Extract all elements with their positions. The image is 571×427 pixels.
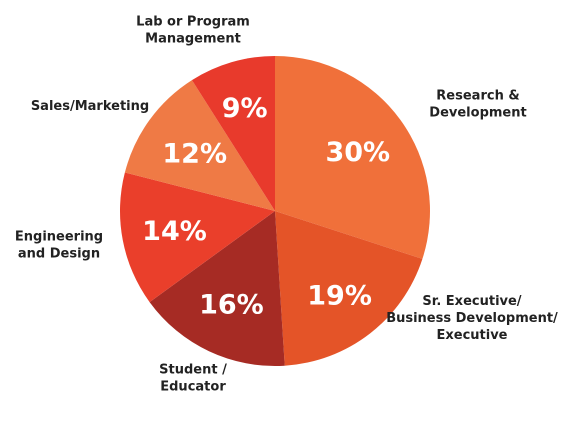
slice-category-label-line: Management — [145, 32, 241, 47]
pie-slice — [191, 56, 275, 211]
slice-value-label: 14% — [142, 216, 207, 247]
slice-value-label: 12% — [162, 139, 227, 170]
slice-category-label: Sales/Marketing — [31, 99, 149, 114]
slice-category-label-line: Business Development/ — [386, 311, 558, 326]
slice-category-label-line: Educator — [160, 380, 226, 395]
slice-category-label: Engineering and Design — [15, 230, 103, 262]
slice-value-label: 9% — [222, 93, 268, 124]
slice-category-label-line: Sales/Marketing — [31, 99, 149, 114]
pie-slice — [124, 80, 276, 211]
pie-slice — [119, 172, 275, 303]
pie-slice — [275, 211, 423, 366]
slice-category-label-line: Engineering — [15, 230, 103, 245]
slice-category-label: Student / Educator — [159, 363, 227, 395]
pie-slice — [149, 211, 285, 366]
slice-category-label: Sr. Executive/Business Development/Execu… — [386, 294, 558, 343]
slice-category-label-line: and Design — [18, 247, 100, 262]
slice-value-label: 16% — [199, 290, 264, 321]
slice-category-label-line: Lab or Program — [136, 15, 250, 30]
slice-category-label: Research & Development — [429, 89, 526, 121]
slice-value-label: 30% — [325, 137, 390, 168]
slice-category-label-line: Sr. Executive/ — [422, 294, 521, 309]
slice-value-label: 19% — [307, 280, 372, 311]
pie-slice — [275, 56, 430, 259]
slice-category-label-line: Development — [429, 106, 526, 121]
slice-category-label: Lab or Program Management — [136, 15, 250, 47]
slice-category-label-line: Executive — [436, 328, 507, 343]
slice-category-label-line: Student / — [159, 363, 227, 378]
slice-category-label-line: Research & — [436, 89, 519, 104]
